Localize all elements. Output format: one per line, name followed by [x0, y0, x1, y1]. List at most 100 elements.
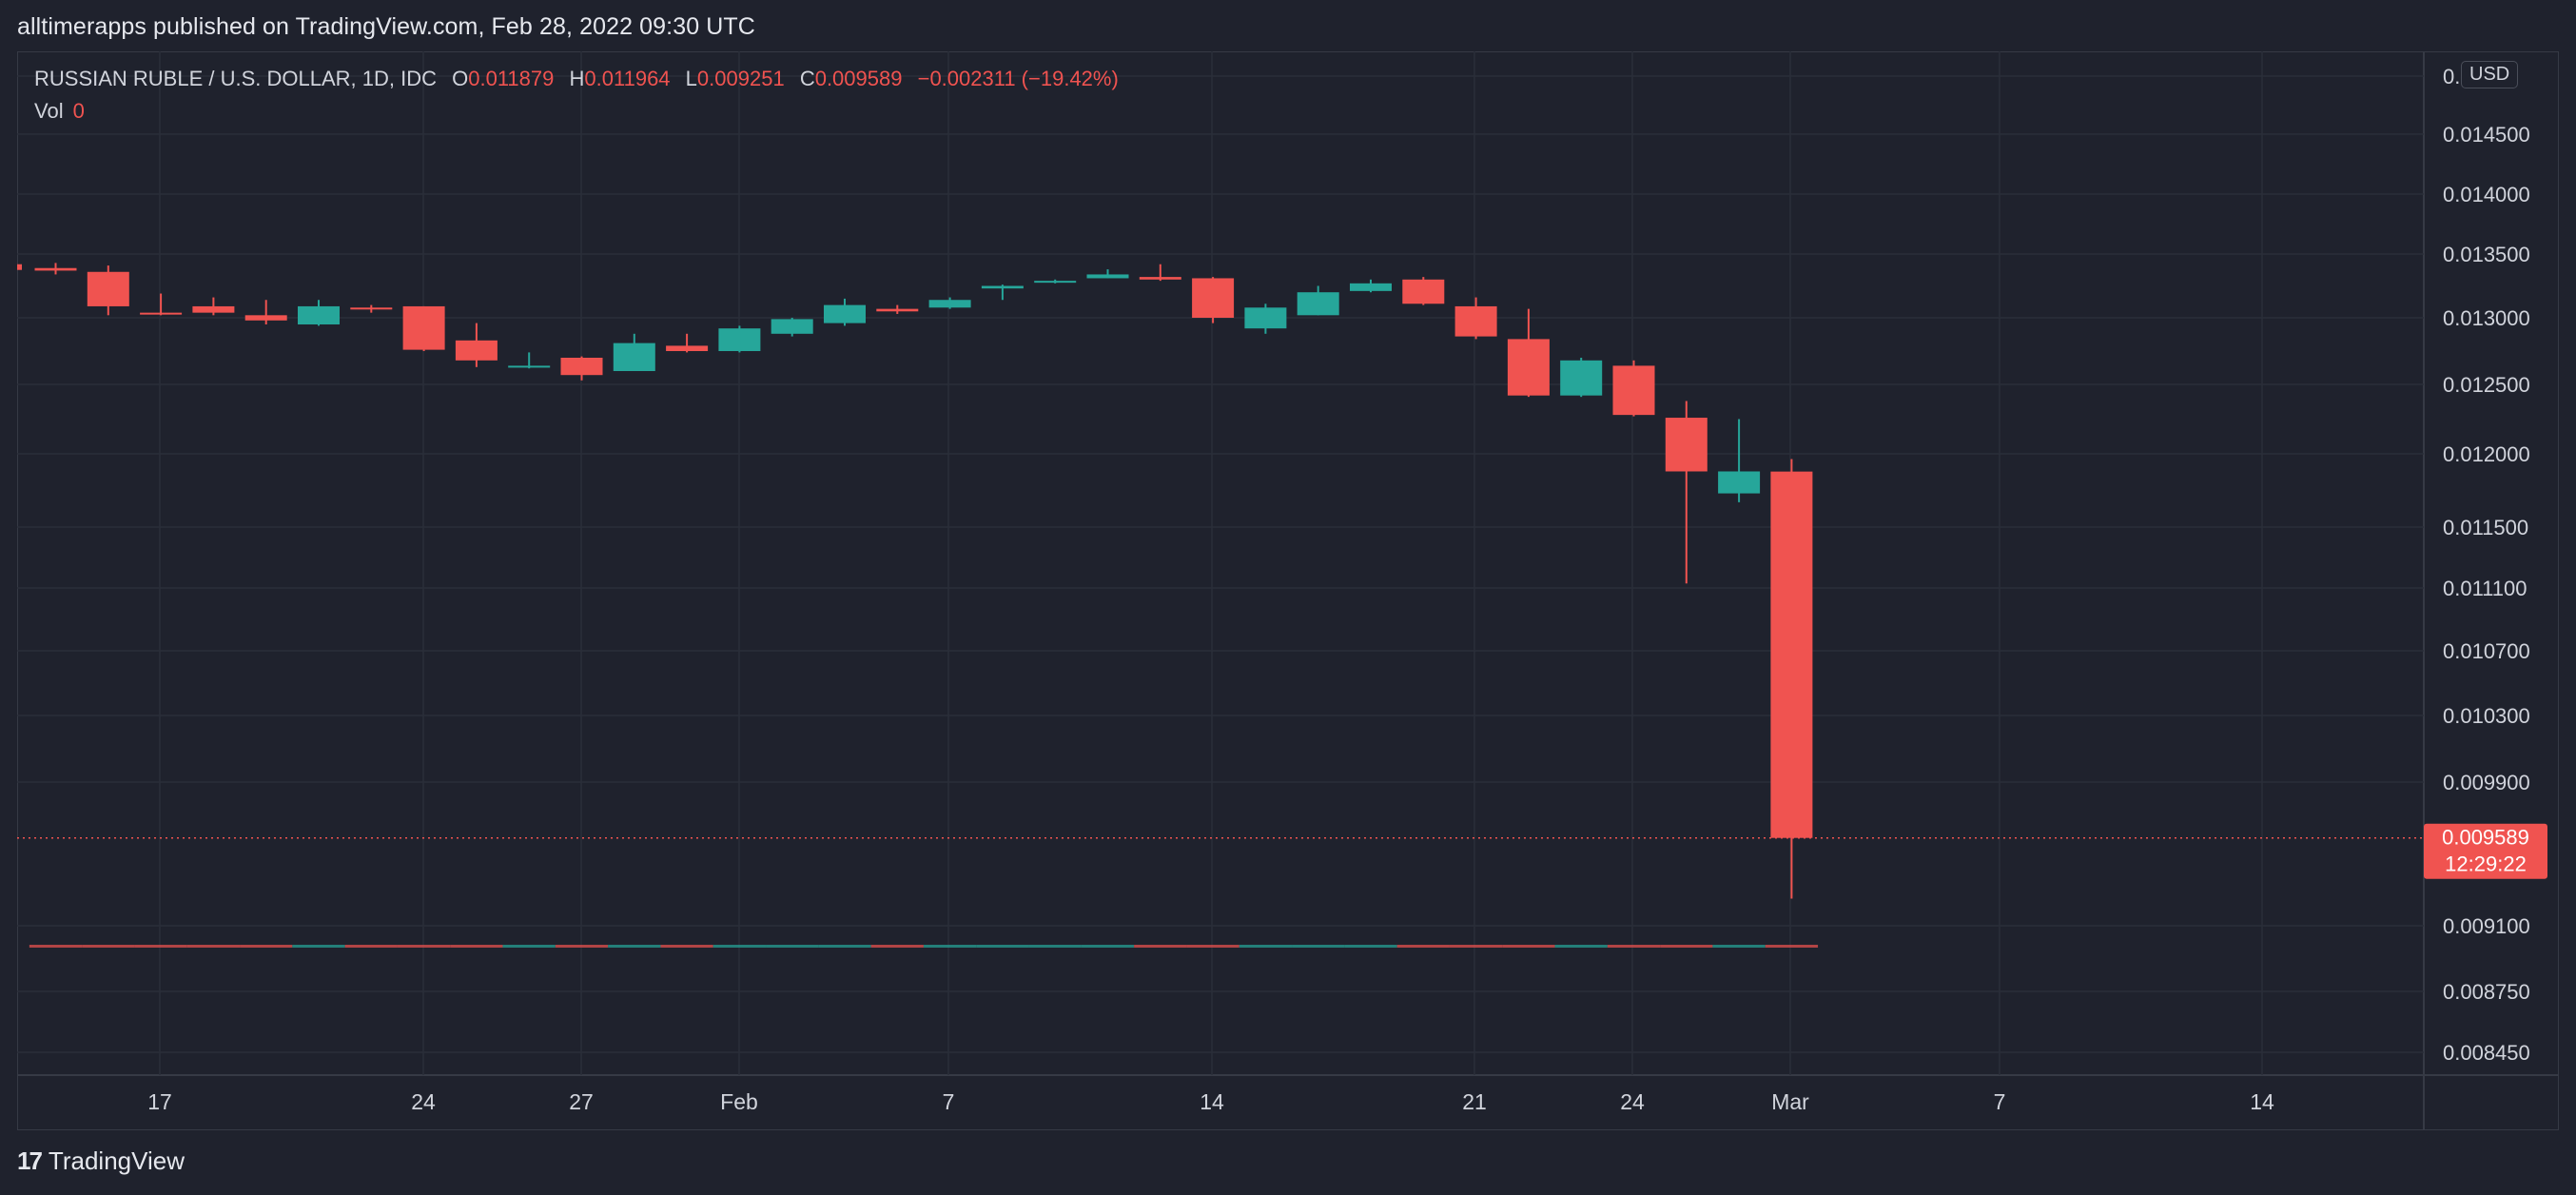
candle-body: [928, 300, 971, 308]
candle-body: [666, 345, 709, 351]
candle-body: [508, 365, 551, 368]
volume-bar: [1660, 945, 1713, 948]
candle-body: [1560, 360, 1603, 396]
volume-bar: [344, 945, 398, 948]
price-tick-label: 0.009100: [2443, 914, 2530, 938]
volume-bar: [82, 945, 135, 948]
candle-body: [298, 305, 340, 324]
tradingview-logo-icon: 17: [17, 1146, 43, 1175]
volume-bar: [1607, 945, 1661, 948]
date-tick-label: 24: [411, 1089, 436, 1114]
symbol-title: RUSSIAN RUBLE / U.S. DOLLAR, 1D, IDC: [34, 67, 437, 90]
volume-bar: [1186, 945, 1239, 948]
price-tick-label: 0.008750: [2443, 980, 2530, 1004]
price-tick-label: 0.014000: [2443, 183, 2530, 206]
currency-button[interactable]: USD: [2461, 61, 2519, 88]
candle-body: [244, 315, 287, 321]
volume-bar: [1396, 945, 1450, 948]
candle-body: [1244, 307, 1287, 329]
candle-body: [192, 305, 235, 313]
volume-bar: [818, 945, 871, 948]
chart-frame: [17, 51, 2559, 1130]
volume-bar: [240, 945, 293, 948]
volume-bar: [29, 945, 83, 948]
volume-bar: [292, 945, 345, 948]
volume-bar: [1765, 945, 1819, 948]
volume-bar: [450, 945, 503, 948]
candle-body: [455, 340, 498, 361]
volume-bar: [502, 945, 556, 948]
date-tick-label: Feb: [720, 1089, 758, 1114]
open-value: 0.011879: [468, 67, 555, 90]
candle-body: [771, 319, 813, 334]
price-tick-label: 0.013500: [2443, 243, 2530, 266]
volume-bar: [1554, 945, 1608, 948]
volume-legend: Vol 0: [34, 99, 85, 124]
candle-body: [87, 271, 129, 306]
candle-body: [1139, 277, 1181, 280]
date-tick-label: 7: [943, 1089, 955, 1114]
close-label: C: [799, 67, 815, 90]
high-label: H: [569, 67, 585, 90]
volume-bar: [1028, 945, 1082, 948]
candle-body: [34, 267, 77, 271]
low-label: L: [685, 67, 697, 90]
candle-body: [1507, 339, 1550, 396]
last-price-label: 0.009589: [2442, 826, 2529, 850]
volume-bar: [608, 945, 661, 948]
volume-bar: [1449, 945, 1503, 948]
candle-body: [402, 305, 445, 350]
open-label: O: [452, 67, 469, 90]
volume-bar: [555, 945, 609, 948]
date-tick-label: 14: [1200, 1089, 1224, 1114]
price-tick-label: 0.011500: [2443, 516, 2528, 539]
change-value: −0.002311 (−19.42%): [917, 67, 1119, 90]
countdown-label: 12:29:22: [2445, 852, 2527, 876]
low-value: 0.009251: [696, 67, 785, 90]
price-tick-label: 0.012500: [2443, 373, 2530, 397]
candle-body: [17, 264, 22, 270]
candle-body: [876, 308, 919, 312]
price-tick-label: 0.012000: [2443, 442, 2530, 466]
close-value: 0.009589: [814, 67, 903, 90]
date-tick-label: 21: [1462, 1089, 1487, 1114]
candle-body: [1192, 278, 1235, 318]
volume-bar: [186, 945, 241, 948]
volume-bar: [870, 945, 924, 948]
candle-body: [1770, 471, 1813, 838]
volume-bar: [712, 945, 767, 948]
volume-label: Vol: [34, 99, 64, 123]
price-tick-label: 0.011100: [2443, 577, 2527, 600]
volume-bar: [923, 945, 977, 948]
volume-bar: [1292, 945, 1345, 948]
candle-body: [1612, 365, 1655, 416]
candle-body: [1297, 292, 1339, 316]
candle-body: [1665, 418, 1708, 472]
price-tick-label: 0.010700: [2443, 639, 2530, 663]
candle-body: [981, 285, 1024, 289]
candle-body: [560, 358, 603, 376]
high-value: 0.011964: [584, 67, 671, 90]
price-tick-label: 0.008450: [2443, 1041, 2530, 1065]
symbol-legend: RUSSIAN RUBLE / U.S. DOLLAR, 1D, IDC O0.…: [34, 67, 1119, 91]
candle-body: [1086, 274, 1129, 279]
volume-bar: [1344, 945, 1397, 948]
date-tick-label: 7: [1994, 1089, 2006, 1114]
volume-bar: [1239, 945, 1293, 948]
date-tick-label: Mar: [1771, 1089, 1809, 1114]
volume-bar: [1712, 945, 1766, 948]
candle-body: [613, 343, 655, 371]
date-tick-label: 14: [2250, 1089, 2274, 1114]
tradingview-brand[interactable]: 17 TradingView: [17, 1146, 185, 1176]
date-tick-label: 17: [147, 1089, 172, 1114]
price-tick-label: 0.013000: [2443, 306, 2530, 330]
candle-body: [140, 312, 183, 315]
publisher-line: alltimerapps published on TradingView.co…: [17, 13, 755, 40]
volume-bar: [766, 945, 819, 948]
candle-body: [1402, 279, 1445, 304]
volume-bar: [1081, 945, 1135, 948]
candle-body: [350, 307, 393, 310]
brand-name: TradingView: [48, 1146, 185, 1175]
volume-value: 0: [72, 99, 85, 123]
